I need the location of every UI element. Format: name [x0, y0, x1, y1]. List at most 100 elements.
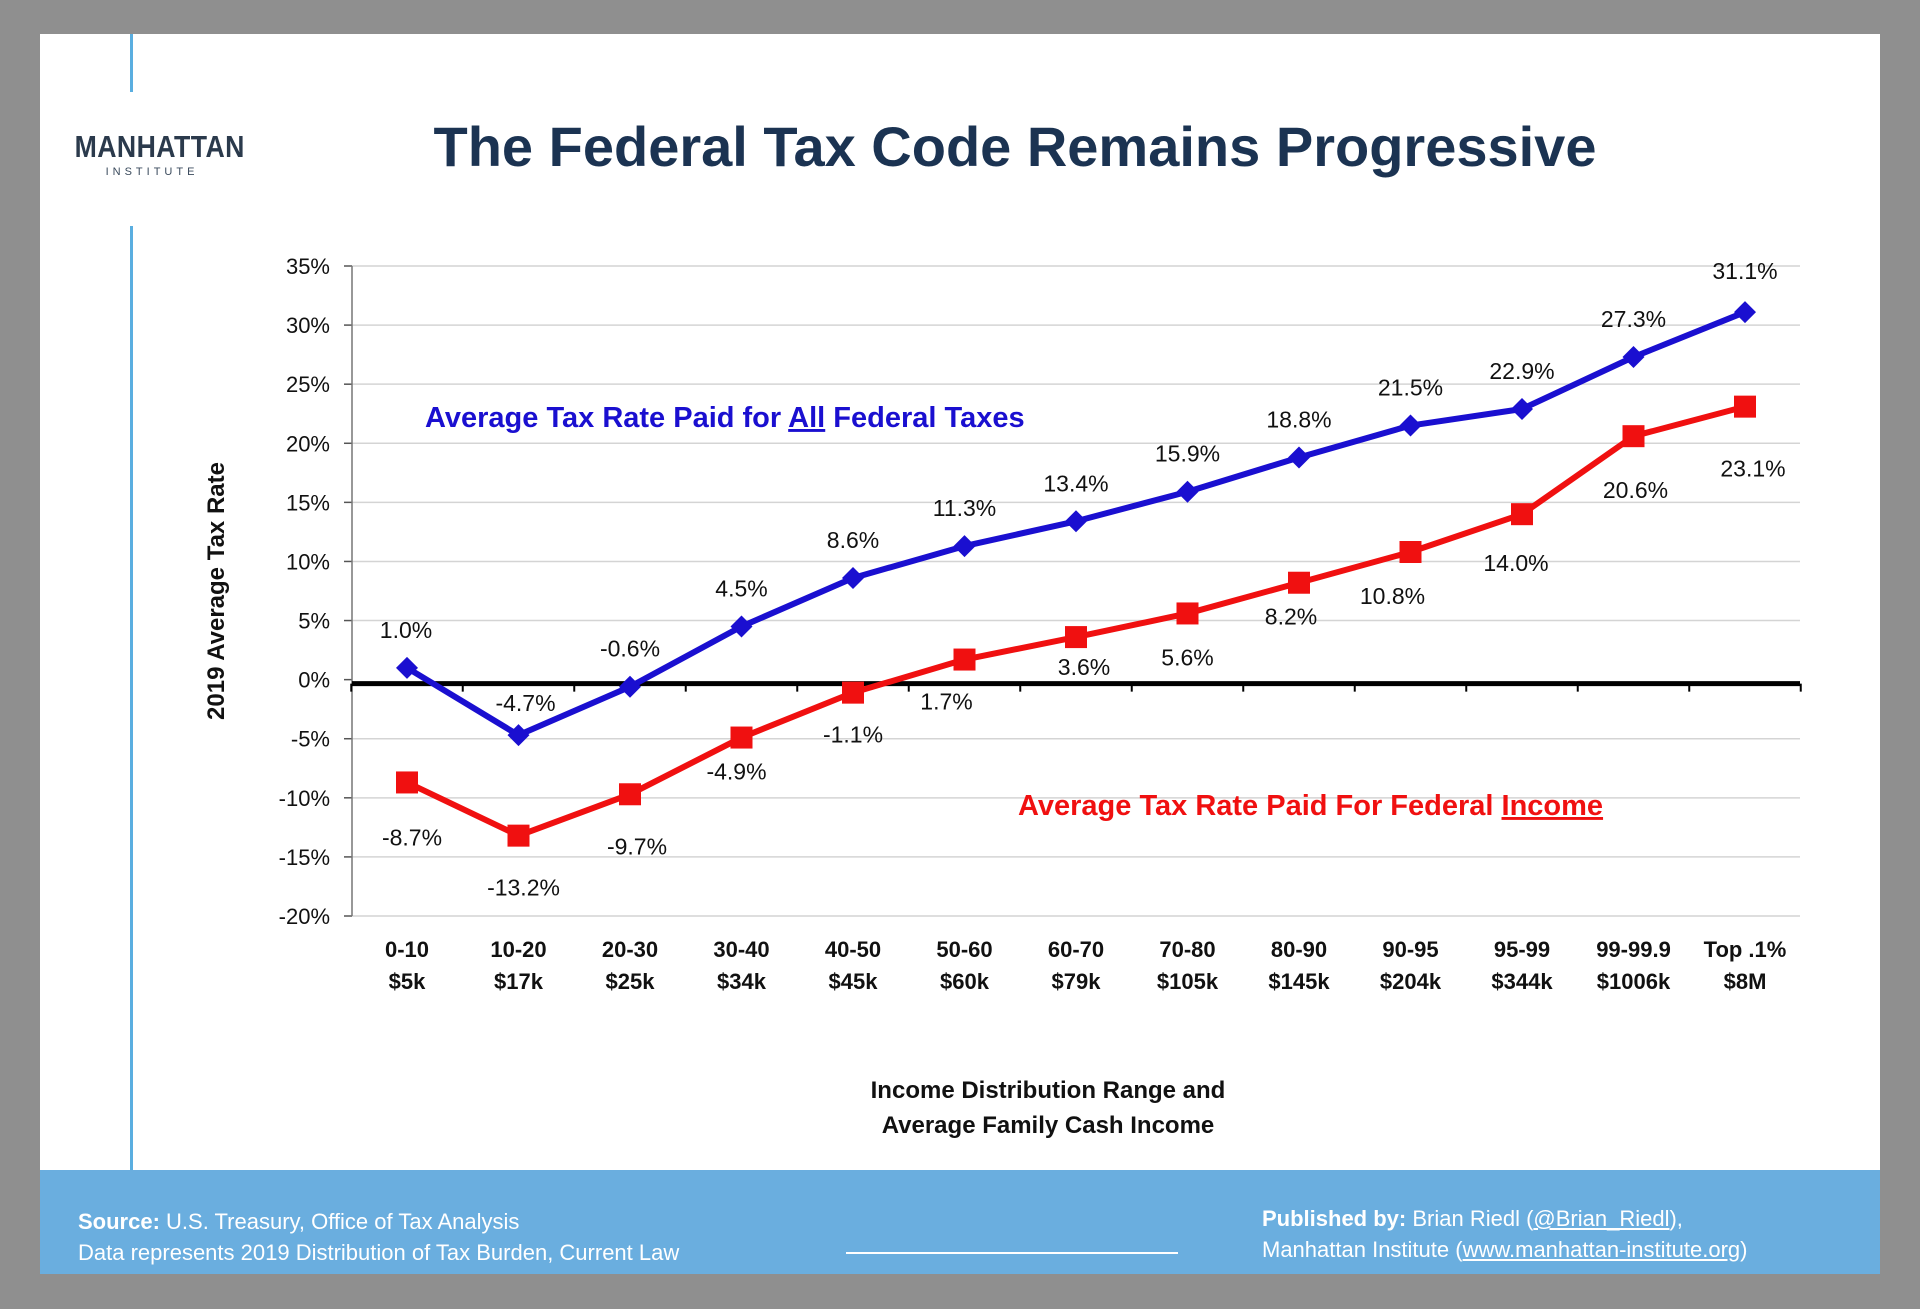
data-point-marker	[507, 824, 530, 847]
data-label: 4.5%	[715, 575, 767, 601]
published-close: ),	[1669, 1206, 1683, 1231]
data-point-marker	[1511, 398, 1533, 420]
data-label: 3.6%	[1058, 654, 1110, 680]
y-tick-label: -20%	[279, 904, 330, 929]
data-point-marker	[1734, 301, 1756, 324]
y-tick-label: 20%	[286, 431, 330, 456]
data-point-marker	[396, 771, 418, 794]
y-tick-label: 35%	[286, 254, 330, 279]
footer-divider	[846, 1252, 1178, 1254]
published-note: Published by: Brian Riedl (@Brian_Riedl)…	[1262, 1203, 1747, 1265]
data-label: 14.0%	[1483, 550, 1548, 576]
source-note: Source: U.S. Treasury, Office of Tax Ana…	[78, 1206, 679, 1268]
data-label: 23.1%	[1720, 456, 1785, 482]
x-tick-label: 60-70	[1048, 937, 1104, 962]
page-title: The Federal Tax Code Remains Progressive	[433, 115, 1597, 178]
slide: MANHATTAN INSTITUTE The Federal Tax Code…	[40, 34, 1880, 1274]
data-label: -8.7%	[382, 824, 442, 850]
x-tick-label: $8M	[1724, 969, 1767, 994]
org-close: )	[1740, 1237, 1748, 1262]
data-label: -13.2%	[487, 875, 560, 901]
data-label: 31.1%	[1712, 258, 1777, 284]
x-axis-title-line2: Average Family Cash Income	[882, 1112, 1215, 1139]
website-link[interactable]: www.manhattan-institute.org	[1462, 1237, 1741, 1262]
data-label: 8.6%	[827, 527, 879, 553]
data-label: 20.6%	[1603, 477, 1668, 503]
org-text: Manhattan Institute (	[1262, 1237, 1463, 1262]
source-label: Source:	[78, 1209, 160, 1234]
x-tick-label: 50-60	[936, 937, 992, 962]
data-point-marker	[396, 656, 418, 679]
data-point-marker	[1622, 346, 1645, 368]
y-tick-label: -5%	[291, 727, 330, 752]
x-tick-label: $45k	[829, 969, 879, 994]
data-label: 21.5%	[1378, 375, 1443, 401]
y-tick-label: 10%	[286, 549, 330, 574]
data-point-marker	[1399, 541, 1422, 563]
x-tick-label: $344k	[1491, 969, 1553, 994]
manhattan-institute-logo: MANHATTAN INSTITUTE	[62, 129, 245, 179]
data-label: -4.9%	[706, 759, 766, 785]
source-line2: Data represents 2019 Distribution of Tax…	[78, 1240, 680, 1265]
data-point-marker	[1176, 480, 1199, 503]
x-tick-label: $17k	[494, 969, 544, 994]
data-point-marker	[1288, 446, 1310, 469]
data-label: 18.8%	[1266, 406, 1331, 432]
x-tick-label: 30-40	[713, 937, 769, 962]
data-point-marker	[1065, 510, 1087, 533]
y-tick-label: 25%	[286, 372, 330, 397]
data-label: 13.4%	[1043, 470, 1108, 496]
data-point-marker	[953, 535, 976, 558]
x-tick-label: 70-80	[1159, 937, 1215, 962]
published-label: Published by:	[1262, 1206, 1407, 1231]
accent-line-top	[130, 34, 133, 92]
data-label: -1.1%	[823, 722, 883, 748]
data-label: 10.8%	[1360, 583, 1425, 609]
data-label: 11.3%	[933, 495, 997, 521]
logo-line2: INSTITUTE	[105, 166, 199, 178]
y-tick-label: 15%	[286, 490, 330, 515]
data-point-marker	[1399, 414, 1422, 437]
data-point-marker	[1065, 626, 1087, 649]
data-label: -9.7%	[607, 833, 667, 859]
twitter-link[interactable]: @Brian_Riedl	[1533, 1206, 1670, 1231]
x-tick-label: $1006k	[1597, 969, 1671, 994]
series-annotation-all-federal: Average Tax Rate Paid for All Federal Ta…	[425, 402, 1025, 434]
y-axis-title: 2019 Average Tax Rate	[203, 462, 230, 720]
source-text: U.S. Treasury, Office of Tax Analysis	[159, 1209, 520, 1234]
x-tick-label: $105k	[1157, 969, 1219, 994]
data-point-marker	[619, 675, 641, 698]
x-tick-label: $34k	[717, 969, 767, 994]
x-tick-label: Top .1%	[1704, 937, 1787, 962]
data-label: 8.2%	[1265, 604, 1317, 630]
x-tick-label: 0-10	[385, 937, 429, 962]
x-tick-label: $25k	[606, 969, 656, 994]
tax-rate-chart: 35% 30% 25% 20% 15% 10% 5% 0% -5% -10% -15% -20% 201…	[203, 254, 1802, 1139]
series-annotation-income: Average Tax Rate Paid For Federal Income	[1018, 790, 1603, 822]
accent-line-side	[130, 226, 133, 1170]
y-tick-label: 30%	[286, 313, 330, 338]
data-point-marker	[730, 726, 753, 749]
data-point-marker	[842, 567, 864, 589]
x-tick-label: $60k	[940, 969, 990, 994]
y-tick-label: -10%	[279, 786, 330, 811]
data-label: 1.0%	[380, 617, 432, 643]
data-label: 22.9%	[1489, 358, 1554, 384]
footer: Source: U.S. Treasury, Office of Tax Ana…	[40, 1170, 1880, 1274]
published-text: Brian Riedl (	[1406, 1206, 1534, 1231]
x-tick-label: 10-20	[490, 937, 546, 962]
data-point-marker	[507, 724, 530, 747]
x-tick-label: $5k	[389, 969, 426, 994]
data-point-marker	[1511, 503, 1533, 526]
data-label: 15.9%	[1155, 441, 1220, 467]
data-label: -0.6%	[600, 636, 660, 662]
data-point-marker	[1176, 602, 1199, 625]
x-tick-label: 20-30	[602, 937, 658, 962]
data-point-marker	[730, 615, 753, 638]
logo-line1: MANHATTAN	[74, 129, 245, 164]
x-tick-label: 95-99	[1494, 937, 1550, 962]
x-axis-title-line1: Income Distribution Range and	[871, 1077, 1226, 1104]
data-label: 1.7%	[920, 689, 972, 715]
data-label: -4.7%	[495, 690, 555, 716]
data-label: 27.3%	[1601, 306, 1666, 332]
